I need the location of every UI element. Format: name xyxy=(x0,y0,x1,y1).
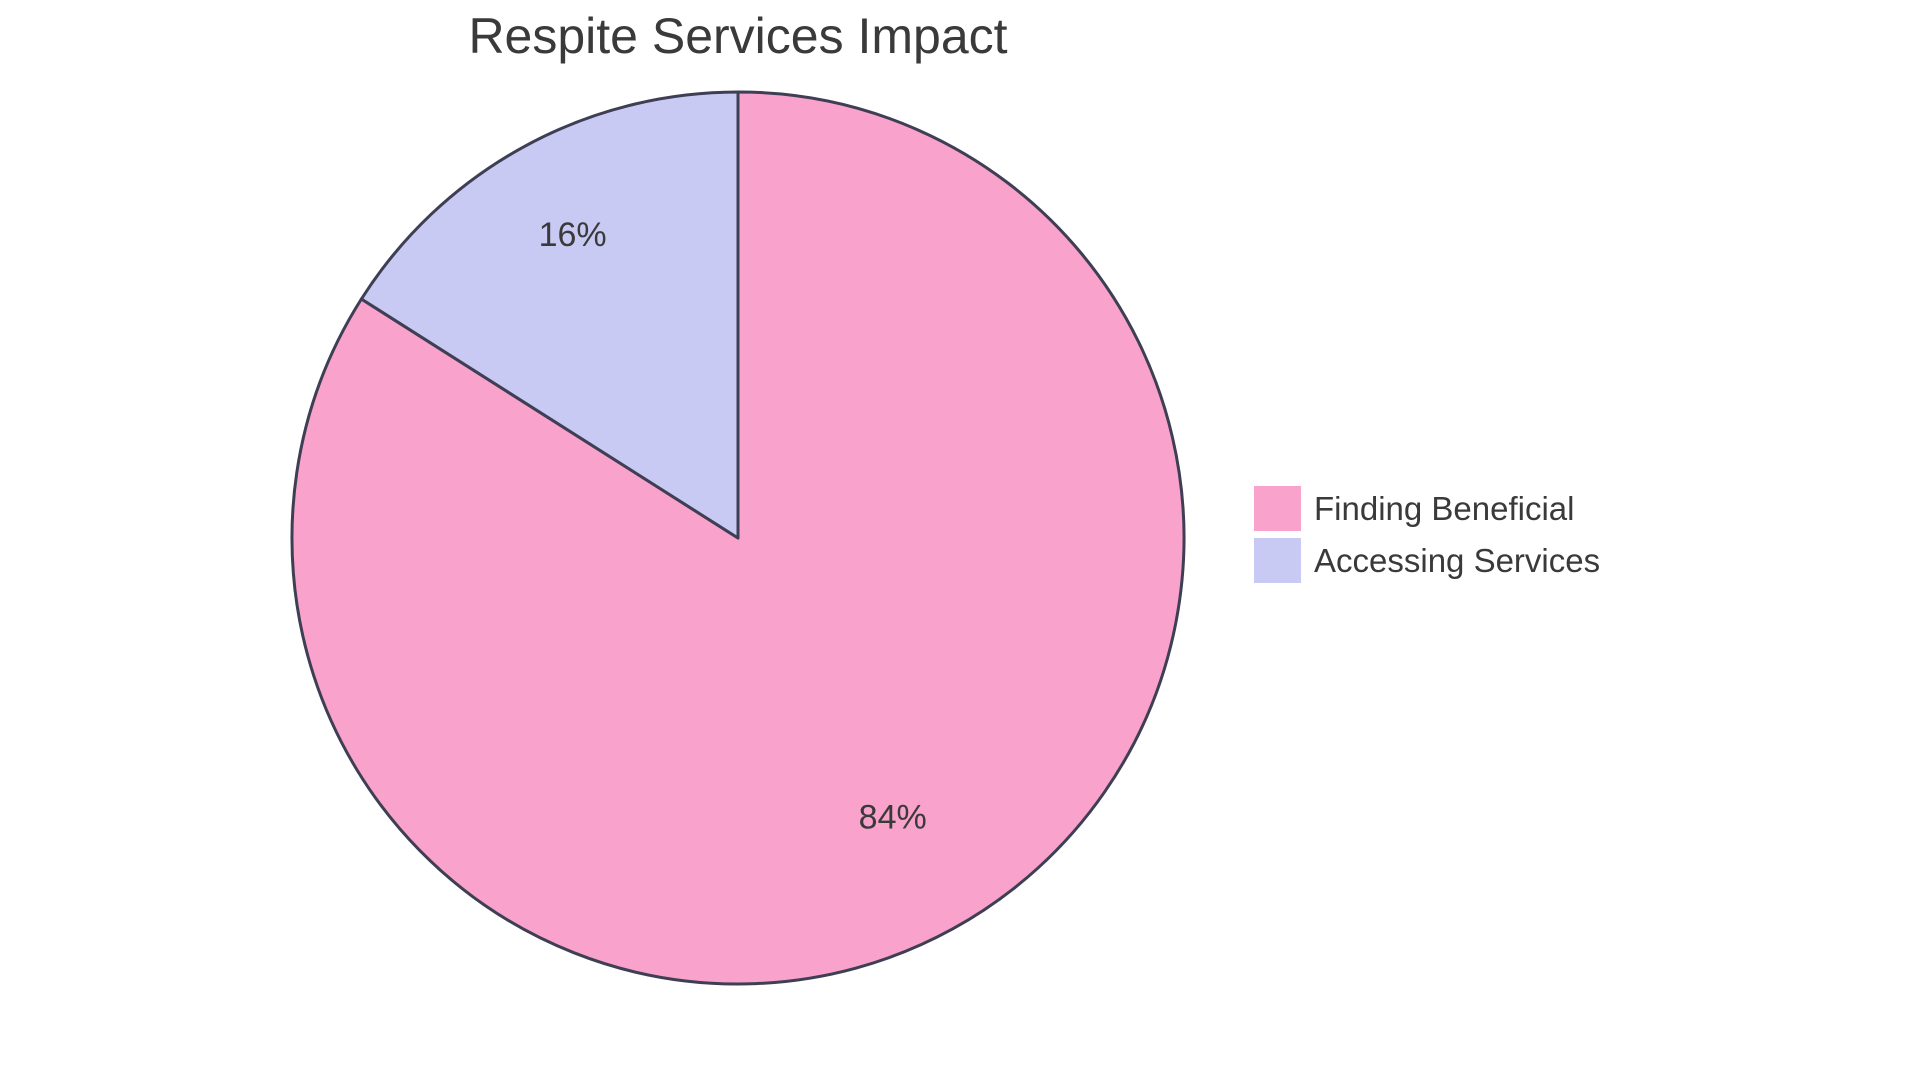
legend-item-accessing-services[interactable]: Accessing Services xyxy=(1254,538,1600,583)
pie-slice-percent-label: 16% xyxy=(539,216,607,254)
pie-slice-accessing-services[interactable] xyxy=(359,90,740,540)
chart-title: Respite Services Impact xyxy=(468,8,1008,64)
legend: Finding Beneficial Accessing Services xyxy=(1254,486,1600,590)
legend-item-finding-beneficial[interactable]: Finding Beneficial xyxy=(1254,486,1600,531)
pie-slice-percent-label: 84% xyxy=(859,798,927,836)
legend-label: Accessing Services xyxy=(1314,541,1601,579)
legend-label: Finding Beneficial xyxy=(1314,489,1575,527)
legend-swatch-finding-beneficial xyxy=(1254,486,1301,531)
legend-swatch-accessing-services xyxy=(1254,538,1301,583)
